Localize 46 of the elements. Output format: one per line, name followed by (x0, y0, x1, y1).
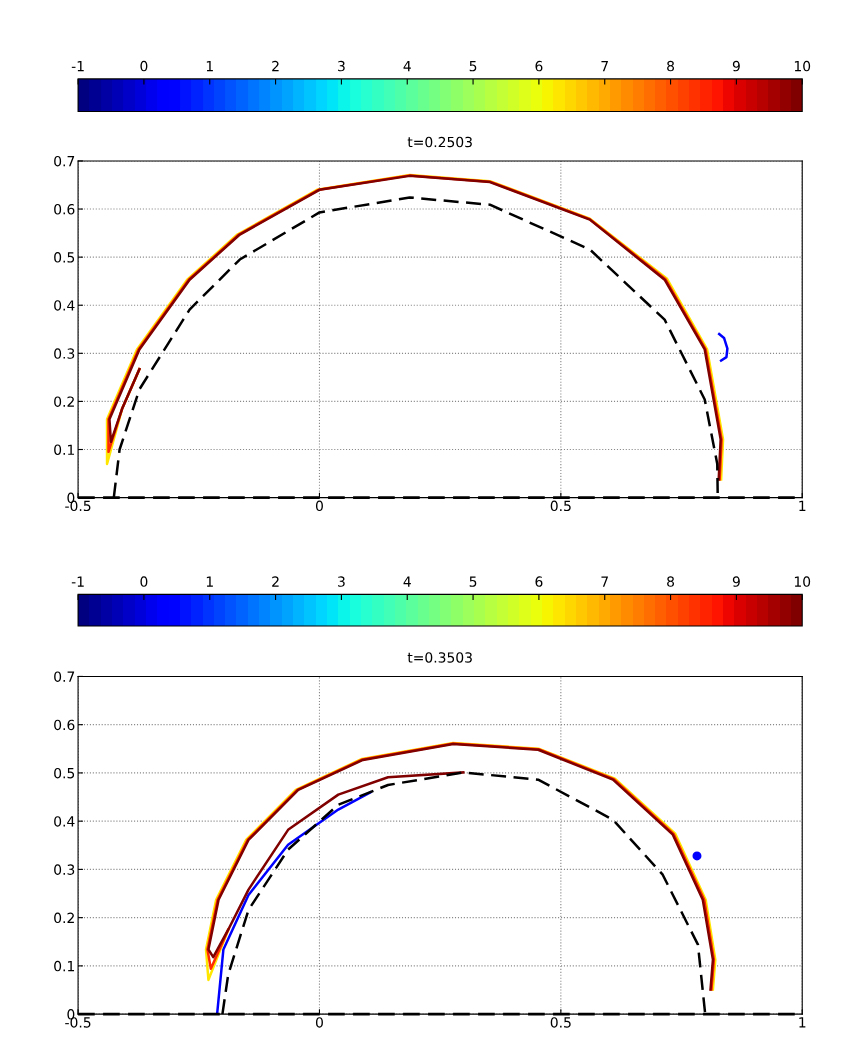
y-tick-label: 0.7 (54, 671, 75, 682)
color-bar-label: 8 (667, 576, 675, 587)
color-bar-label: 5 (469, 61, 477, 72)
color-bar-label: 2 (272, 60, 279, 72)
y-tick-label: 0.2 (54, 396, 74, 407)
color-bar-label: 6 (535, 60, 543, 72)
color-bar-label: 1 (206, 61, 213, 72)
y-tick-label: 0.4 (54, 300, 75, 311)
color-bar-label: 3 (338, 60, 345, 72)
x-tick-label: 0 (315, 500, 323, 512)
color-bar-label: 4 (403, 576, 411, 587)
color-bar-label: 4 (403, 61, 411, 72)
y-tick-label: 0.6 (54, 719, 75, 731)
chart-title: t=0.3503 (407, 652, 472, 663)
y-tick-label: 0.6 (54, 204, 75, 215)
color-bar-label: 3 (338, 576, 345, 587)
color-bar-label: -1 (71, 61, 84, 72)
color-bar-label: 7 (601, 61, 608, 72)
color-bar-label: 10 (794, 60, 811, 72)
x-tick-label: 1 (799, 500, 806, 511)
color-bar-label: 1 (206, 576, 213, 587)
color-bar-label: 9 (732, 576, 740, 587)
color-bar-label: 9 (732, 60, 740, 72)
color-bar-label: 0 (140, 576, 148, 587)
color-bar-label: 5 (469, 576, 477, 587)
y-tick-label: 0.2 (54, 912, 74, 924)
color-bar-label: -1 (71, 576, 84, 587)
color-bar-label: 6 (535, 576, 543, 587)
x-tick-label: 0.5 (550, 500, 571, 512)
chart-title: t=0.2503 (407, 136, 472, 148)
y-tick-label: 0.4 (54, 816, 75, 827)
y-tick-label: 0.5 (54, 767, 75, 779)
x-tick-label: 0.5 (550, 1017, 571, 1028)
color-bar-label: 2 (272, 576, 279, 587)
y-tick-label: 0.1 (54, 960, 75, 972)
color-bar-label: 8 (667, 60, 675, 72)
y-tick-label: 0.5 (54, 252, 75, 263)
y-tick-label: 0.7 (54, 155, 75, 167)
x-tick-label: 1 (799, 1017, 806, 1028)
color-bar-label: 0 (140, 60, 148, 72)
y-tick-label: 0.1 (54, 444, 75, 455)
y-tick-label: 0.3 (54, 348, 75, 359)
x-tick-label: 0 (315, 1017, 323, 1028)
y-tick-label: 0.3 (54, 864, 75, 875)
color-bar-label: 10 (794, 576, 811, 587)
color-bar-label: 7 (601, 576, 608, 587)
